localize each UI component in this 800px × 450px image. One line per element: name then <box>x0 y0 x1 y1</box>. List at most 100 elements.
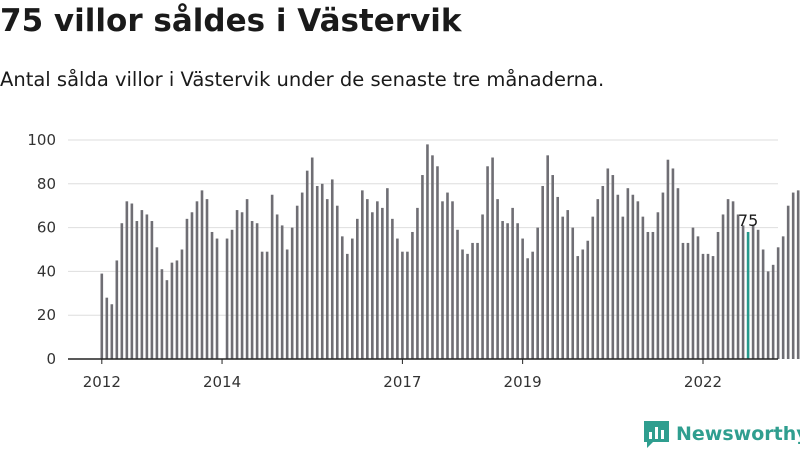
bar <box>345 253 349 359</box>
x-tick-label: 2022 <box>684 373 722 391</box>
bar <box>481 214 484 359</box>
bar <box>361 190 364 359</box>
bar <box>706 253 710 359</box>
x-tick-label: 2019 <box>504 373 542 391</box>
bar <box>411 231 414 359</box>
bar <box>591 216 595 359</box>
brand-logo: Newsworthy <box>644 420 800 448</box>
bar <box>245 199 249 359</box>
bar <box>290 227 294 359</box>
bar <box>536 227 539 359</box>
bar <box>225 238 229 359</box>
bar <box>676 188 680 359</box>
bar <box>526 258 529 359</box>
bar <box>200 190 204 359</box>
bars <box>100 144 800 359</box>
bar <box>215 238 219 359</box>
bar <box>401 251 404 359</box>
bar <box>315 185 319 359</box>
bar <box>531 251 534 359</box>
bar <box>145 214 149 359</box>
bar <box>696 236 700 359</box>
bar <box>586 240 590 359</box>
bar <box>731 201 735 359</box>
bar <box>501 221 504 359</box>
bar <box>621 216 625 359</box>
data-label-latest: 75 <box>738 211 758 230</box>
y-tick-label: 20 <box>37 306 56 324</box>
bar <box>240 212 244 359</box>
bar <box>180 249 184 359</box>
bar <box>796 190 800 359</box>
bar <box>110 304 114 359</box>
bar <box>741 225 745 359</box>
bar <box>521 238 524 359</box>
bar <box>476 242 479 359</box>
y-tick-label: 80 <box>37 175 56 193</box>
bar <box>446 192 449 359</box>
bar <box>421 175 424 359</box>
bar <box>130 203 134 359</box>
bar <box>711 256 715 359</box>
bar <box>150 221 154 359</box>
bar <box>441 201 444 359</box>
bar <box>155 247 159 359</box>
bar <box>120 223 124 359</box>
bar <box>280 225 284 359</box>
bar <box>205 199 209 359</box>
bar <box>310 157 314 359</box>
y-tick-label: 100 <box>27 131 56 149</box>
x-tick-label: 2014 <box>203 373 241 391</box>
x-tick-label: 2012 <box>83 373 121 391</box>
y-tick-label: 40 <box>37 262 56 280</box>
bar <box>596 199 600 359</box>
bar <box>295 205 299 359</box>
bar <box>671 168 675 359</box>
bar <box>431 155 434 359</box>
bar <box>716 231 720 359</box>
bar <box>756 229 760 359</box>
bar <box>135 221 139 359</box>
bar <box>606 168 610 359</box>
bar <box>285 249 289 359</box>
bar <box>556 196 560 359</box>
bar <box>491 157 494 359</box>
bar <box>576 256 580 359</box>
bar <box>511 207 514 359</box>
brand-name: Newsworthy <box>676 423 800 445</box>
bar <box>125 201 129 359</box>
bar <box>646 231 650 359</box>
bar <box>270 194 274 359</box>
bar <box>451 201 454 359</box>
bar <box>781 236 785 359</box>
bar <box>516 223 519 359</box>
bar <box>330 179 334 359</box>
bar <box>456 229 459 359</box>
bar <box>381 207 384 359</box>
bar <box>436 166 439 359</box>
bar <box>776 247 780 359</box>
bar <box>325 199 329 359</box>
bar <box>791 192 795 359</box>
bar <box>391 218 394 359</box>
bar <box>376 201 379 359</box>
newsworthy-logo-icon <box>644 420 669 448</box>
bar <box>571 227 575 359</box>
bar <box>105 297 109 359</box>
bar <box>626 188 630 359</box>
bar <box>100 273 104 359</box>
bar <box>701 253 705 359</box>
bar <box>681 242 685 359</box>
y-axis-ticks: 0 20 40 60 80 100 <box>27 131 56 368</box>
bar <box>335 205 339 359</box>
bar <box>461 249 464 359</box>
bar <box>260 251 264 359</box>
bar <box>691 227 695 359</box>
bar <box>175 260 179 359</box>
bar <box>396 238 399 359</box>
bar <box>255 223 259 359</box>
bar <box>386 188 389 359</box>
bar <box>230 229 234 359</box>
bar <box>786 205 790 359</box>
